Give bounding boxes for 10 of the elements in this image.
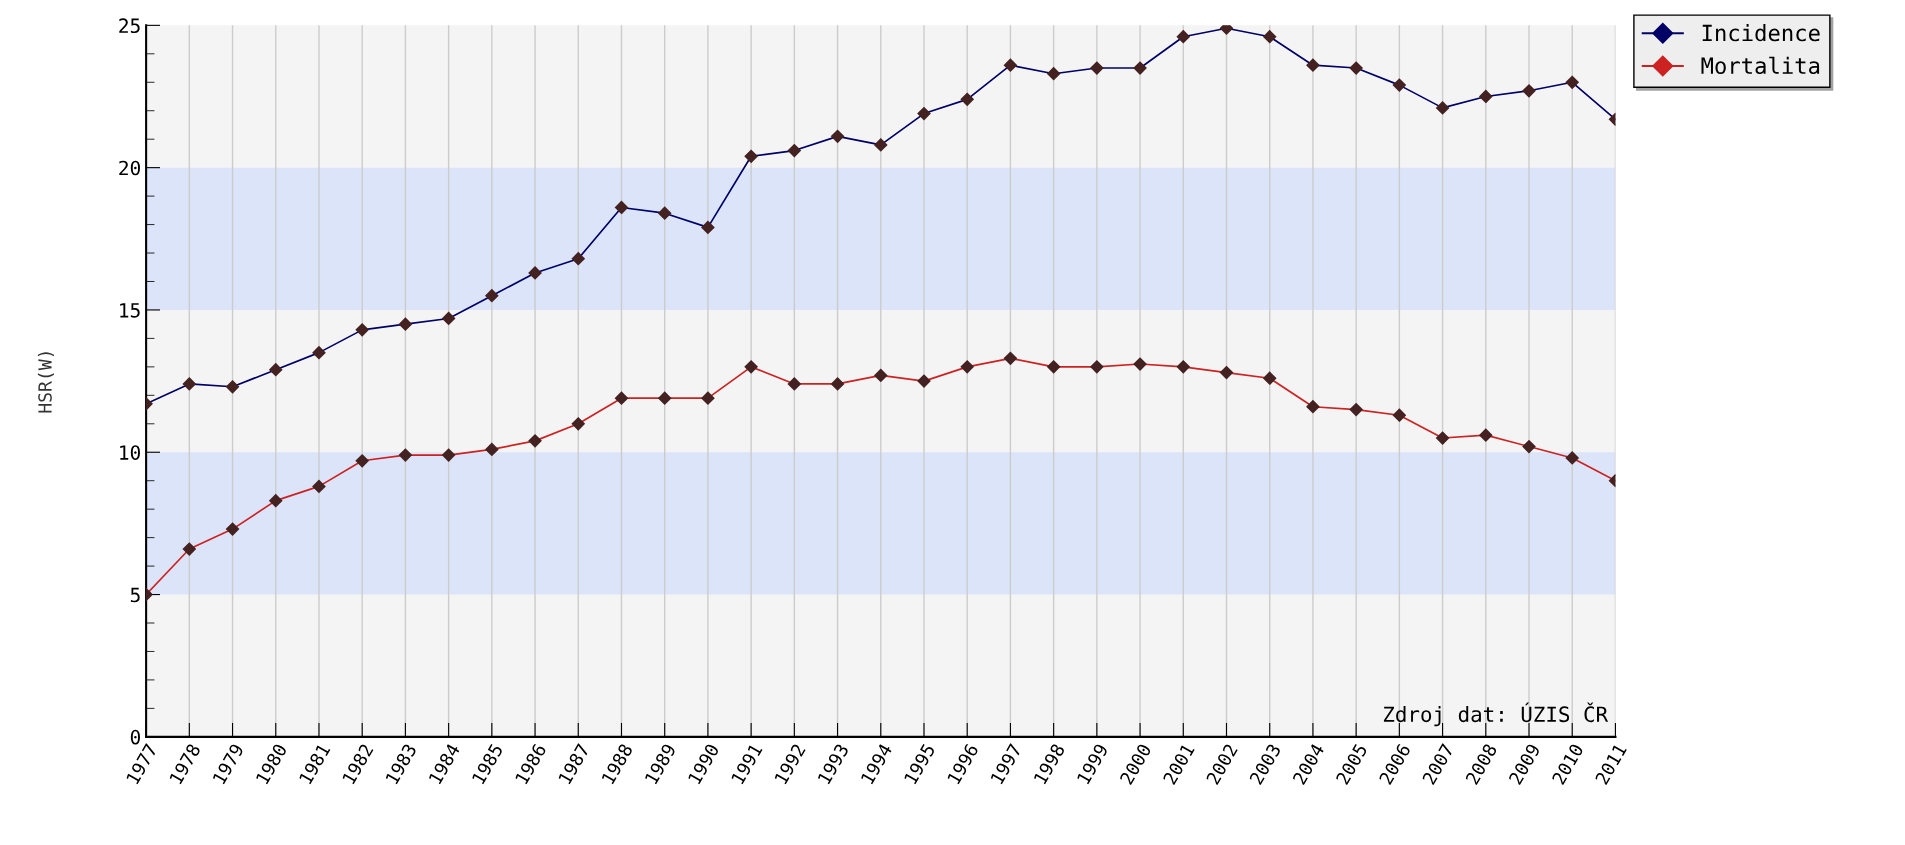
y-axis-title: HSR(W) — [37, 352, 54, 413]
annotation: Zdroj dat: ÚZIS ČR — [1383, 702, 1609, 727]
legend-label: Mortalita — [1701, 56, 1820, 75]
y-tick-label: 15 — [120, 303, 140, 318]
y-tick-label: 25 — [119, 18, 140, 34]
y-tick-label: 0 — [130, 729, 140, 745]
y-tick-label: 20 — [119, 160, 140, 176]
y-tick-label: 5 — [130, 587, 140, 603]
legend-label: Incidence — [1702, 24, 1820, 42]
y-tick-label: 10 — [120, 445, 140, 460]
